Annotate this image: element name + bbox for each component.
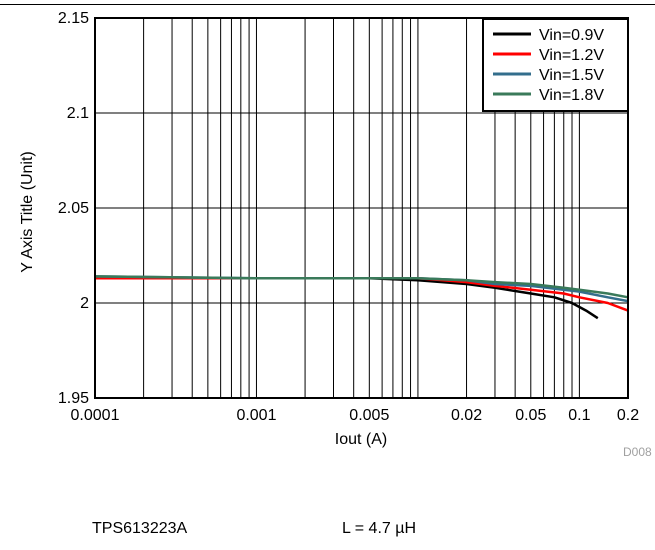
x-tick-label: 0.02 — [451, 407, 482, 424]
x-tick-labels: 0.0001 0.001 0.005 0.02 0.05 0.1 0.2 — [71, 407, 640, 424]
x-tick-label: 0.005 — [349, 407, 389, 424]
x-tick-label: 0.001 — [236, 407, 276, 424]
legend: Vin=0.9V Vin=1.2V Vin=1.5V Vin=1.8V — [482, 18, 629, 112]
y-tick-label: 1.95 — [58, 390, 89, 407]
x-tick-label: 0.0001 — [71, 407, 120, 424]
x-tick-label: 0.2 — [617, 407, 639, 424]
y-tick-label: 2.15 — [58, 10, 89, 27]
y-tick-labels: 1.95 2 2.05 2.1 2.15 — [58, 10, 89, 407]
legend-label: Vin=1.2V — [539, 47, 604, 64]
x-tick-label: 0.1 — [568, 407, 590, 424]
legend-label: Vin=0.9V — [539, 27, 604, 44]
plot-frame — [94, 17, 629, 399]
x-axis-label: Iout (A) — [335, 431, 387, 448]
device-caption: TPS613223A — [92, 520, 188, 537]
inductor-caption: L = 4.7 µH — [342, 520, 416, 537]
legend-label: Vin=1.8V — [539, 87, 604, 104]
top-rule — [0, 4, 655, 5]
legend-label: Vin=1.5V — [539, 67, 604, 84]
y-tick-label: 2 — [80, 295, 89, 312]
y-axis-label: Y Axis Title (Unit) — [19, 151, 36, 273]
figure-id-watermark: D008 — [623, 445, 652, 459]
x-tick-label: 0.05 — [515, 407, 546, 424]
y-tick-label: 2.1 — [67, 105, 89, 122]
y-tick-label: 2.05 — [58, 200, 89, 217]
series-lines — [94, 275, 629, 320]
series-line — [94, 275, 629, 299]
series-line — [95, 277, 629, 312]
